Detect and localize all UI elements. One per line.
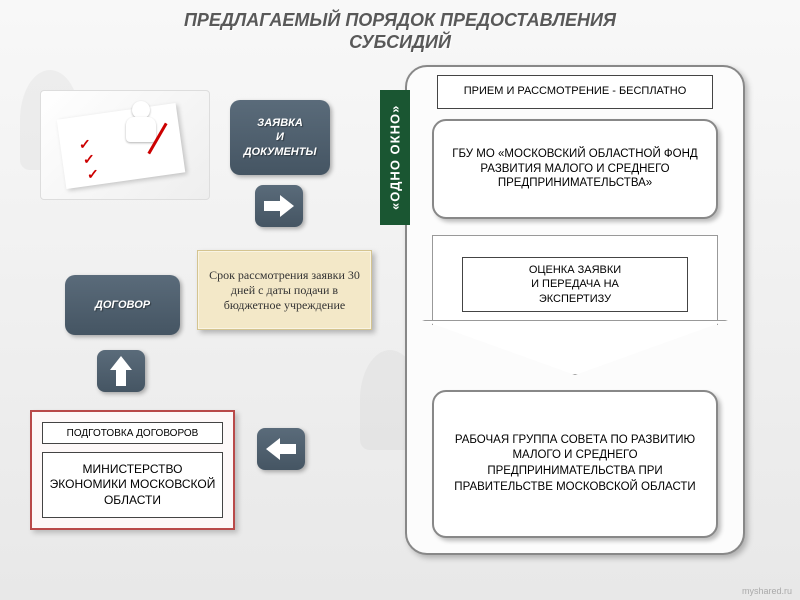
ministry-panel: ПОДГОТОВКА ДОГОВОРОВ МИНИСТЕРСТВО ЭКОНОМ… xyxy=(30,410,235,530)
right-header-text: ПРИЕМ И РАССМОТРЕНИЕ - БЕСПЛАТНО xyxy=(464,85,687,98)
arrow-head xyxy=(422,320,728,375)
workgroup-box: РАБОЧАЯ ГРУППА СОВЕТА ПО РАЗВИТИЮ МАЛОГО… xyxy=(432,390,718,538)
title-line2: СУБСИДИЙ xyxy=(349,32,451,52)
box-contract: ДОГОВОР xyxy=(65,275,180,335)
ministry-header-text: ПОДГОТОВКА ДОГОВОРОВ xyxy=(67,428,199,439)
fund-box: ГБУ МО «МОСКОВСКИЙ ОБЛАСТНОЙ ФОНД РАЗВИТ… xyxy=(432,119,718,219)
watermark-text: myshared.ru xyxy=(742,586,792,596)
box-contract-label: ДОГОВОР xyxy=(95,299,150,311)
ministry-body-text: МИНИСТЕРСТВО ЭКОНОМИКИ МОСКОВСКОЙ ОБЛАСТ… xyxy=(43,462,222,509)
evaluation-label: ОЦЕНКА ЗАЯВКИ И ПЕРЕДАЧА НА ЭКСПЕРТИЗУ xyxy=(462,257,688,312)
ministry-panel-body: МИНИСТЕРСТВО ЭКОНОМИКИ МОСКОВСКОЙ ОБЛАСТ… xyxy=(42,452,223,518)
arrow-left-icon xyxy=(257,428,305,470)
check-icon: ✓ xyxy=(87,166,99,183)
box-deadline-text: Срок рассмотрения заявки 30 дней с даты … xyxy=(202,268,367,313)
box-application: ЗАЯВКА И ДОКУМЕНТЫ xyxy=(230,100,330,175)
box-deadline: Срок рассмотрения заявки 30 дней с даты … xyxy=(197,250,372,330)
arrow-right-icon xyxy=(255,185,303,227)
workgroup-text: РАБОЧАЯ ГРУППА СОВЕТА ПО РАЗВИТИЮ МАЛОГО… xyxy=(444,433,706,495)
title-line1: ПРЕДЛАГАЕМЫЙ ПОРЯДОК ПРЕДОСТАВЛЕНИЯ xyxy=(184,10,616,30)
checklist-illustration: ✓ ✓ ✓ xyxy=(40,90,210,200)
arrow-up-icon xyxy=(97,350,145,392)
ministry-panel-header: ПОДГОТОВКА ДОГОВОРОВ xyxy=(42,422,223,444)
page-title: ПРЕДЛАГАЕМЫЙ ПОРЯДОК ПРЕДОСТАВЛЕНИЯ СУБС… xyxy=(0,10,800,53)
right-panel: ПРИЕМ И РАССМОТРЕНИЕ - БЕСПЛАТНО ГБУ МО … xyxy=(405,65,745,555)
right-panel-header: ПРИЕМ И РАССМОТРЕНИЕ - БЕСПЛАТНО xyxy=(437,75,713,109)
fund-box-text: ГБУ МО «МОСКОВСКИЙ ОБЛАСТНОЙ ФОНД РАЗВИТ… xyxy=(440,147,710,192)
evaluation-text: ОЦЕНКА ЗАЯВКИ И ПЕРЕДАЧА НА ЭКСПЕРТИЗУ xyxy=(529,263,621,306)
watermark: myshared.ru xyxy=(742,586,792,596)
box-application-label: ЗАЯВКА И ДОКУМЕНТЫ xyxy=(244,116,317,159)
one-window-tab: «ОДНО ОКНО» xyxy=(380,90,410,225)
one-window-text: «ОДНО ОКНО» xyxy=(388,105,403,210)
person-icon xyxy=(121,101,161,141)
